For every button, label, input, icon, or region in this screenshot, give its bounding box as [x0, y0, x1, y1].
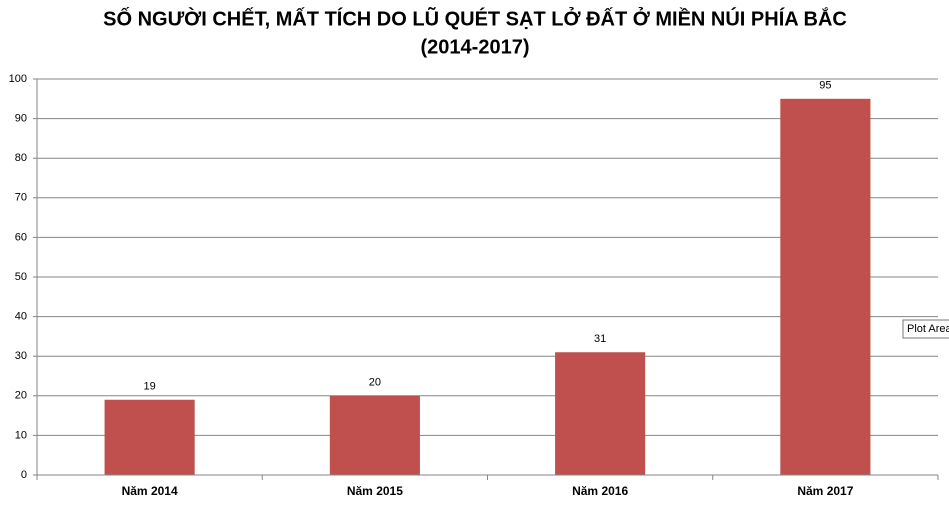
chart-title: (2014-2017) — [421, 36, 530, 58]
x-tick-label: Năm 2017 — [797, 484, 853, 498]
y-tick-label: 0 — [21, 469, 27, 481]
y-tick-label: 50 — [15, 271, 27, 283]
data-label: 31 — [594, 333, 606, 345]
data-label: 19 — [144, 381, 156, 393]
y-tick-label: 80 — [15, 152, 27, 164]
bar — [104, 399, 195, 475]
bar — [329, 395, 420, 475]
data-label: 95 — [819, 80, 831, 92]
x-tick-label: Năm 2015 — [347, 484, 403, 498]
y-tick-label: 10 — [15, 429, 27, 441]
bar — [780, 98, 871, 476]
y-tick-label: 100 — [9, 73, 27, 85]
y-tick-label: 60 — [15, 231, 27, 243]
y-tick-label: 20 — [15, 390, 27, 402]
y-tick-label: 70 — [15, 192, 27, 204]
bar — [555, 352, 646, 475]
y-tick-label: 90 — [15, 113, 27, 125]
tooltip-box — [902, 319, 949, 339]
x-tick-label: Năm 2014 — [122, 484, 178, 498]
y-tick-label: 30 — [15, 350, 27, 362]
data-label: 20 — [369, 377, 381, 389]
y-tick-label: 40 — [15, 311, 27, 323]
chart-title: SỐ NGƯỜI CHẾT, MẤT TÍCH DO LŨ QUÉT SẠT L… — [103, 6, 847, 30]
x-tick-label: Năm 2016 — [572, 484, 628, 498]
tooltip: Plot Area — [907, 323, 949, 335]
